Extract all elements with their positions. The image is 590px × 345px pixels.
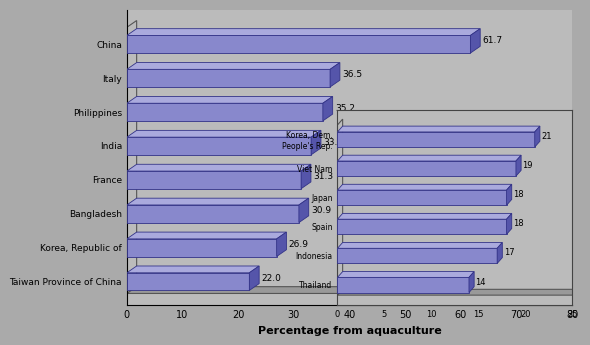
- Polygon shape: [127, 287, 582, 294]
- Text: 35.2: 35.2: [335, 104, 355, 113]
- Polygon shape: [323, 97, 333, 121]
- Bar: [337, 219, 507, 234]
- Polygon shape: [337, 119, 343, 295]
- Text: 19: 19: [523, 161, 533, 170]
- Polygon shape: [337, 155, 521, 161]
- Bar: [337, 248, 497, 264]
- Polygon shape: [127, 62, 340, 69]
- Bar: [127, 36, 470, 53]
- Bar: [337, 132, 535, 147]
- Text: 22.0: 22.0: [261, 274, 281, 283]
- Text: 18: 18: [513, 190, 524, 199]
- Text: 21: 21: [541, 132, 552, 141]
- Bar: [127, 171, 301, 189]
- Text: 17: 17: [504, 248, 514, 257]
- Polygon shape: [127, 164, 311, 171]
- Polygon shape: [127, 130, 321, 137]
- Polygon shape: [330, 62, 340, 87]
- Polygon shape: [337, 289, 578, 295]
- Text: 31.3: 31.3: [313, 172, 333, 181]
- Bar: [127, 103, 323, 121]
- Text: 18: 18: [513, 219, 524, 228]
- Bar: [337, 277, 469, 293]
- Polygon shape: [277, 232, 286, 256]
- Polygon shape: [127, 232, 286, 239]
- Text: 14: 14: [476, 277, 486, 287]
- Polygon shape: [127, 198, 309, 205]
- Polygon shape: [337, 243, 502, 248]
- Polygon shape: [497, 243, 502, 264]
- Polygon shape: [301, 164, 311, 189]
- Polygon shape: [127, 97, 333, 103]
- Polygon shape: [337, 184, 512, 190]
- Bar: [127, 137, 311, 155]
- Polygon shape: [311, 130, 321, 155]
- Polygon shape: [337, 214, 512, 219]
- Polygon shape: [127, 266, 259, 273]
- Text: 26.9: 26.9: [289, 240, 309, 249]
- Polygon shape: [337, 272, 474, 277]
- X-axis label: Percentage from aquaculture: Percentage from aquaculture: [258, 326, 441, 336]
- Text: 33.1: 33.1: [323, 138, 343, 147]
- Text: 30.9: 30.9: [311, 206, 331, 215]
- Text: 61.7: 61.7: [483, 36, 503, 45]
- Bar: [337, 190, 507, 205]
- Polygon shape: [469, 272, 474, 293]
- Polygon shape: [507, 184, 512, 205]
- Polygon shape: [337, 126, 540, 132]
- Text: 36.5: 36.5: [342, 70, 362, 79]
- Bar: [127, 239, 277, 256]
- Bar: [337, 161, 516, 176]
- Bar: [127, 69, 330, 87]
- Polygon shape: [535, 126, 540, 147]
- Bar: [127, 205, 299, 223]
- Polygon shape: [250, 266, 259, 290]
- Polygon shape: [299, 198, 309, 223]
- Polygon shape: [507, 214, 512, 234]
- Polygon shape: [470, 29, 480, 53]
- Polygon shape: [516, 155, 521, 176]
- Bar: [127, 273, 250, 290]
- Polygon shape: [127, 20, 137, 294]
- Polygon shape: [127, 29, 480, 36]
